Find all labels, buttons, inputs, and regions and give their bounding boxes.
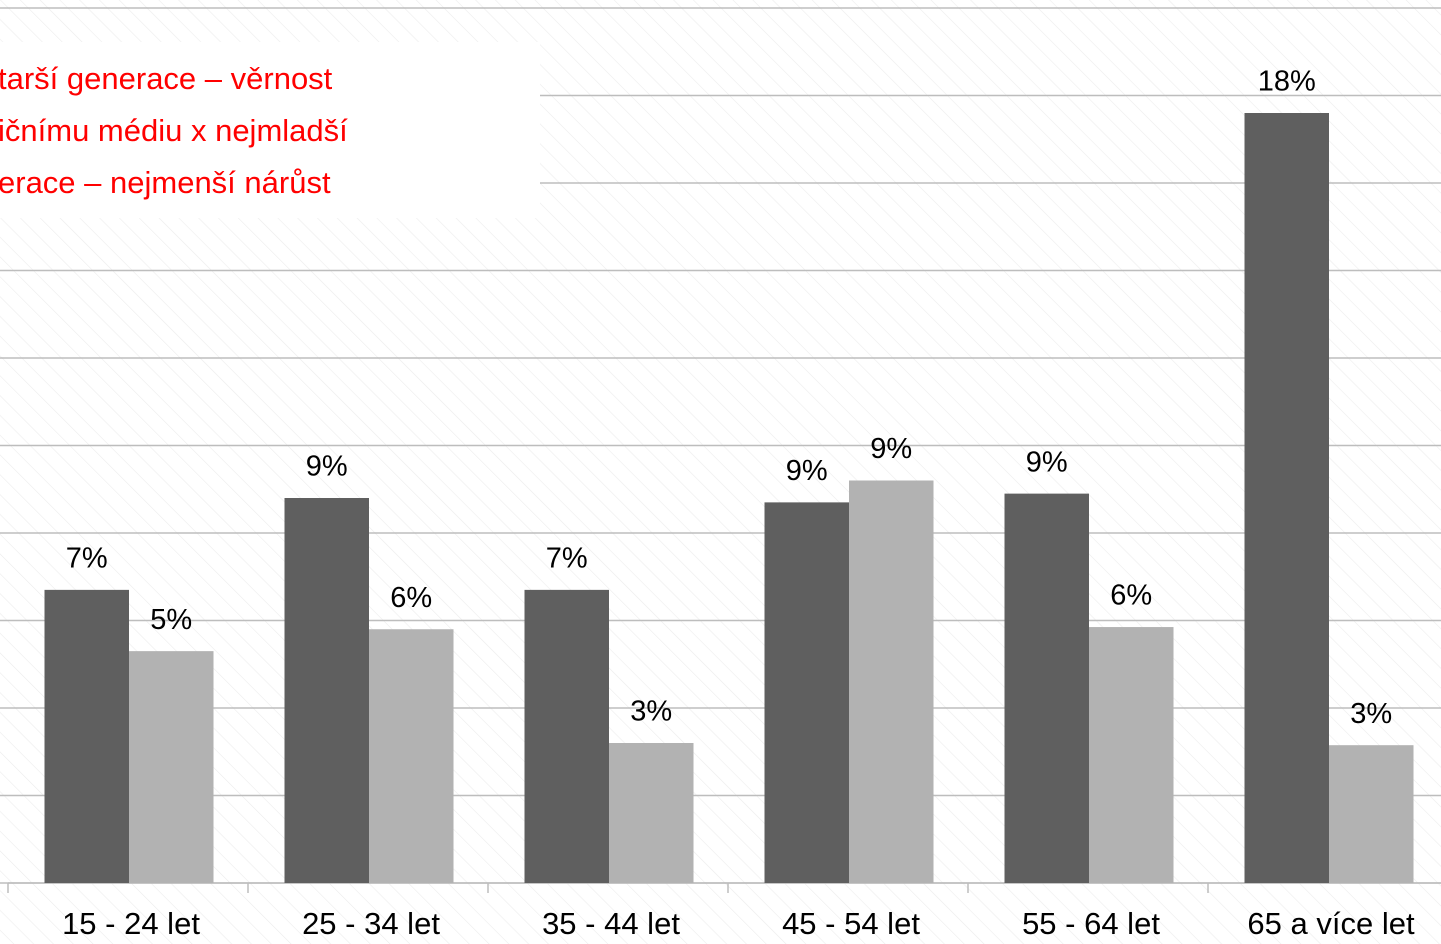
value-label: 3% [630, 696, 672, 728]
bar [1244, 113, 1329, 883]
bar [44, 589, 129, 883]
annotation-box [0, 42, 540, 218]
value-label: 5% [150, 604, 192, 636]
x-tick-label: 55 - 64 let [1022, 906, 1160, 941]
bar [1089, 627, 1174, 883]
x-tick-label: 65 a více let [1247, 906, 1415, 941]
bar [609, 743, 694, 883]
value-label: 9% [1026, 446, 1068, 478]
x-tick-label: 35 - 44 let [542, 906, 680, 941]
annotation-line: tarší generace – věrnost [0, 61, 333, 96]
bar [1329, 745, 1414, 883]
bar [284, 498, 369, 883]
value-label: 7% [66, 543, 108, 575]
value-label: 3% [1350, 698, 1392, 730]
value-label: 18% [1258, 66, 1316, 98]
x-tick-label: 25 - 34 let [302, 906, 440, 941]
value-label: 6% [1110, 580, 1152, 612]
bar [129, 651, 214, 883]
x-tick-label: 15 - 24 let [62, 906, 200, 941]
value-label: 9% [870, 433, 912, 465]
value-label: 7% [546, 543, 588, 575]
value-label: 9% [306, 451, 348, 483]
x-tick-label: 45 - 54 let [782, 906, 920, 941]
bar [849, 480, 934, 883]
bar [764, 502, 849, 883]
value-label: 9% [786, 455, 828, 487]
annotation-line: ičnímu médiu x nejmladší [0, 113, 348, 148]
bar [1004, 493, 1089, 883]
bar [524, 589, 609, 883]
bar [369, 629, 454, 883]
value-label: 6% [390, 582, 432, 614]
annotation-line: erace – nejmenší nárůst [0, 165, 331, 200]
